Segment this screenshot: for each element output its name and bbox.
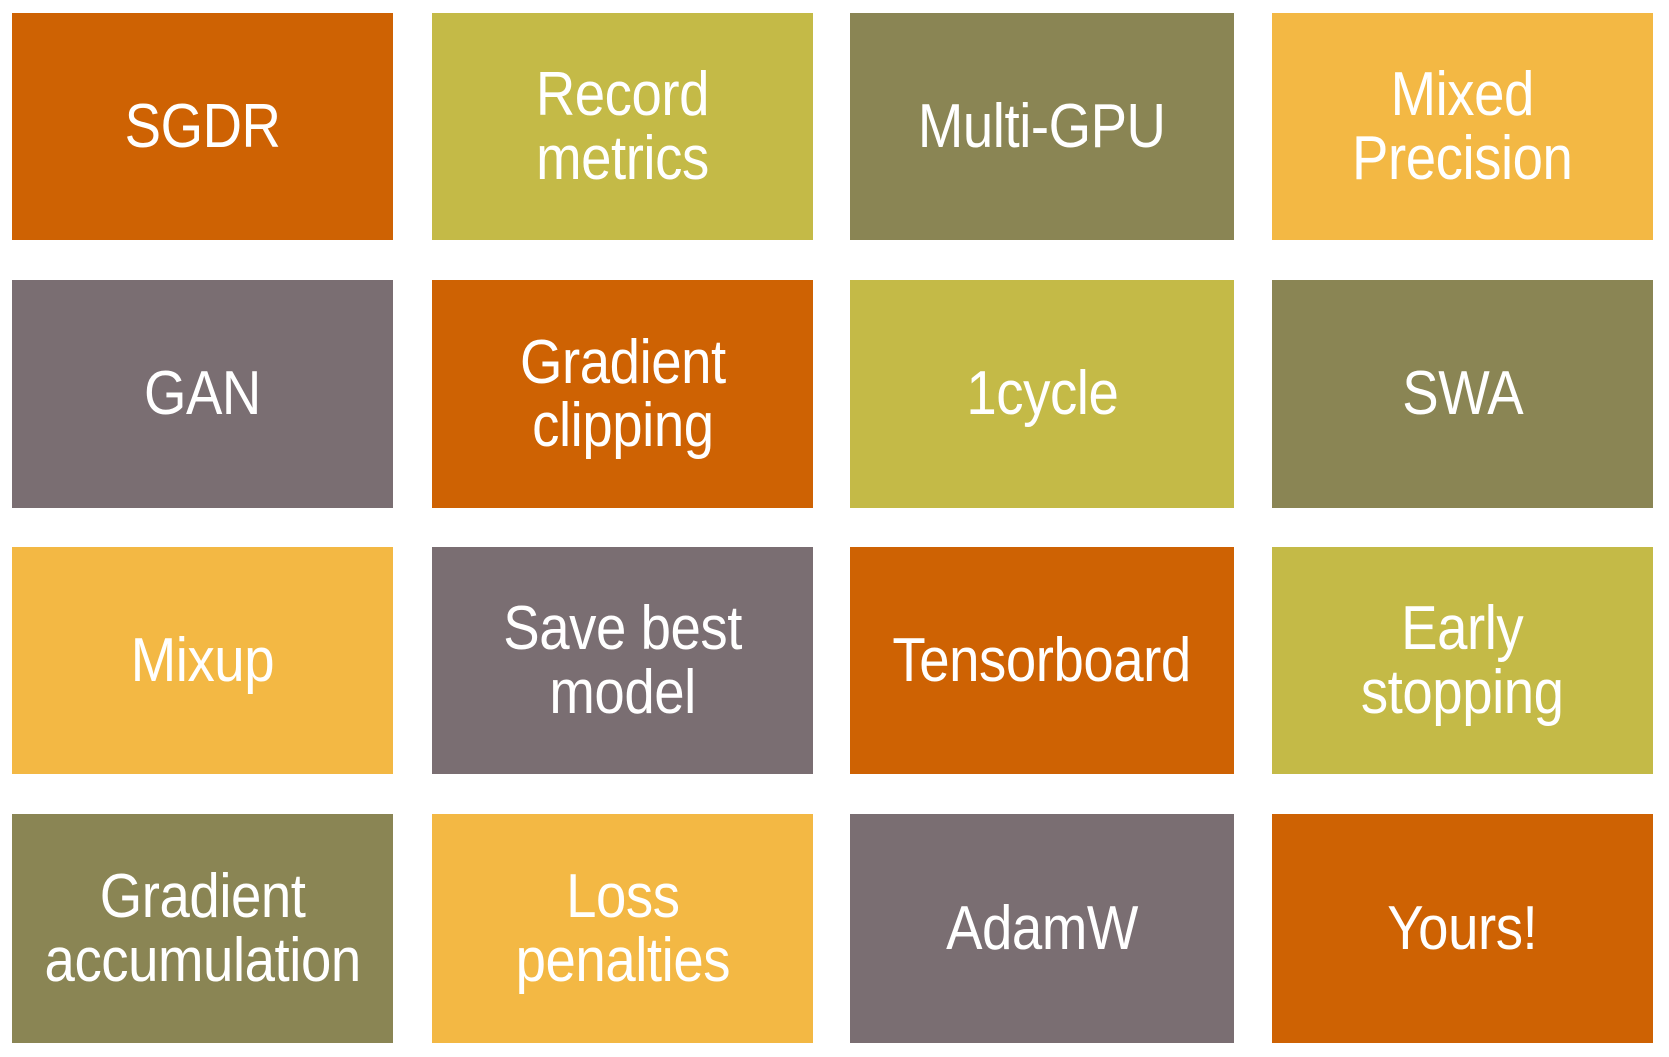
tile-multi-gpu[interactable]: Multi-GPU [850, 13, 1234, 240]
tile-label: Mixup [130, 625, 275, 695]
tile-swa[interactable]: SWA [1272, 280, 1653, 508]
tile-early-stopping[interactable]: Early stopping [1272, 547, 1653, 774]
tile-yours[interactable]: Yours! [1272, 814, 1653, 1043]
tile-save-best-model[interactable]: Save best model [432, 547, 813, 774]
tile-loss-penalties[interactable]: Loss penalties [432, 814, 813, 1043]
tile-label: SWA [1402, 359, 1523, 429]
tile-label: Early stopping [1361, 594, 1564, 727]
tile-label: Save best model [503, 594, 742, 727]
tile-label: SGDR [124, 91, 281, 161]
tile-gan[interactable]: GAN [12, 280, 393, 508]
tile-label: Loss penalties [515, 862, 730, 995]
tile-record-metrics[interactable]: Record metrics [432, 13, 813, 240]
tile-mixup[interactable]: Mixup [12, 547, 393, 774]
tile-label: Mixed Precision [1352, 60, 1573, 193]
tile-label: Gradient accumulation [44, 862, 361, 995]
tile-mixed-precision[interactable]: Mixed Precision [1272, 13, 1653, 240]
tile-label: 1cycle [965, 359, 1119, 429]
tile-label: Yours! [1387, 893, 1538, 963]
tile-label: AdamW [946, 893, 1138, 963]
tile-label: Multi-GPU [918, 91, 1166, 161]
tile-1cycle[interactable]: 1cycle [850, 280, 1234, 508]
tile-adamw[interactable]: AdamW [850, 814, 1234, 1043]
tile-label: Tensorboard [892, 625, 1192, 695]
tile-label: GAN [144, 359, 261, 429]
tile-label: Gradient clipping [519, 327, 726, 460]
tile-label: Record metrics [535, 60, 710, 193]
tile-sgdr[interactable]: SGDR [12, 13, 393, 240]
tile-tensorboard[interactable]: Tensorboard [850, 547, 1234, 774]
tile-gradient-accumulation[interactable]: Gradient accumulation [12, 814, 393, 1043]
tile-gradient-clipping[interactable]: Gradient clipping [432, 280, 813, 508]
